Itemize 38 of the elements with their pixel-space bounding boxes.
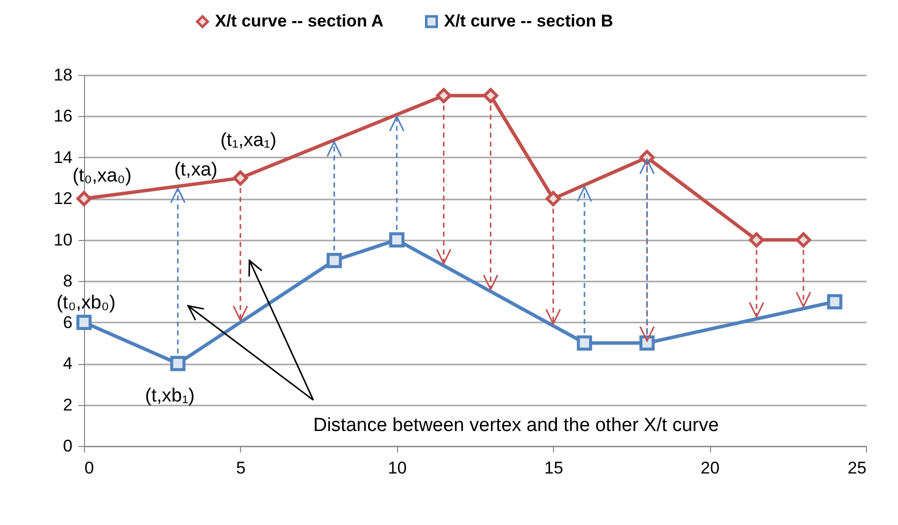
x-tick-label: 5 — [236, 458, 246, 478]
annotation: (t₁,xa₁) — [220, 130, 276, 152]
x-tick-label: 0 — [84, 458, 94, 478]
y-tick-label: 10 — [54, 230, 72, 250]
x-tick-label: 25 — [848, 458, 866, 478]
x-tick-label: 15 — [544, 458, 564, 478]
y-tick-label: 16 — [54, 106, 72, 126]
point — [827, 294, 842, 310]
point — [170, 356, 186, 372]
y-tick-label: 18 — [54, 66, 72, 84]
point — [576, 335, 592, 351]
y-tick-label: 12 — [54, 189, 72, 208]
y-tick-label: 8 — [63, 272, 72, 291]
y-tick-label: 4 — [63, 354, 72, 374]
legend-label: X/t curve -- section A — [215, 12, 384, 31]
x-tick-label: 20 — [700, 458, 720, 478]
point — [546, 191, 561, 206]
annotation: (t₀,xb₀) — [56, 292, 116, 314]
y-tick-label: 14 — [54, 148, 72, 167]
point — [389, 232, 404, 248]
point — [748, 232, 764, 248]
legend-label: X/t curve -- section B — [444, 12, 614, 31]
point — [76, 191, 92, 206]
y-tick-label: 2 — [63, 395, 72, 414]
annotation: (t,xa) — [174, 159, 218, 180]
point — [796, 232, 812, 248]
annotation: (t₀,xa₀) — [72, 166, 132, 187]
point — [483, 88, 498, 104]
x-tick-label: 10 — [388, 458, 407, 478]
point — [232, 170, 248, 186]
annotation: (t,xb₁) — [144, 386, 195, 407]
y-tick-label: 6 — [63, 312, 72, 332]
point — [436, 88, 452, 104]
annotation: Distance between vertex and the other X/t curve — [313, 415, 719, 436]
point — [76, 314, 92, 330]
point — [639, 335, 655, 351]
y-tick-label: 0 — [63, 436, 72, 456]
point — [326, 252, 342, 268]
